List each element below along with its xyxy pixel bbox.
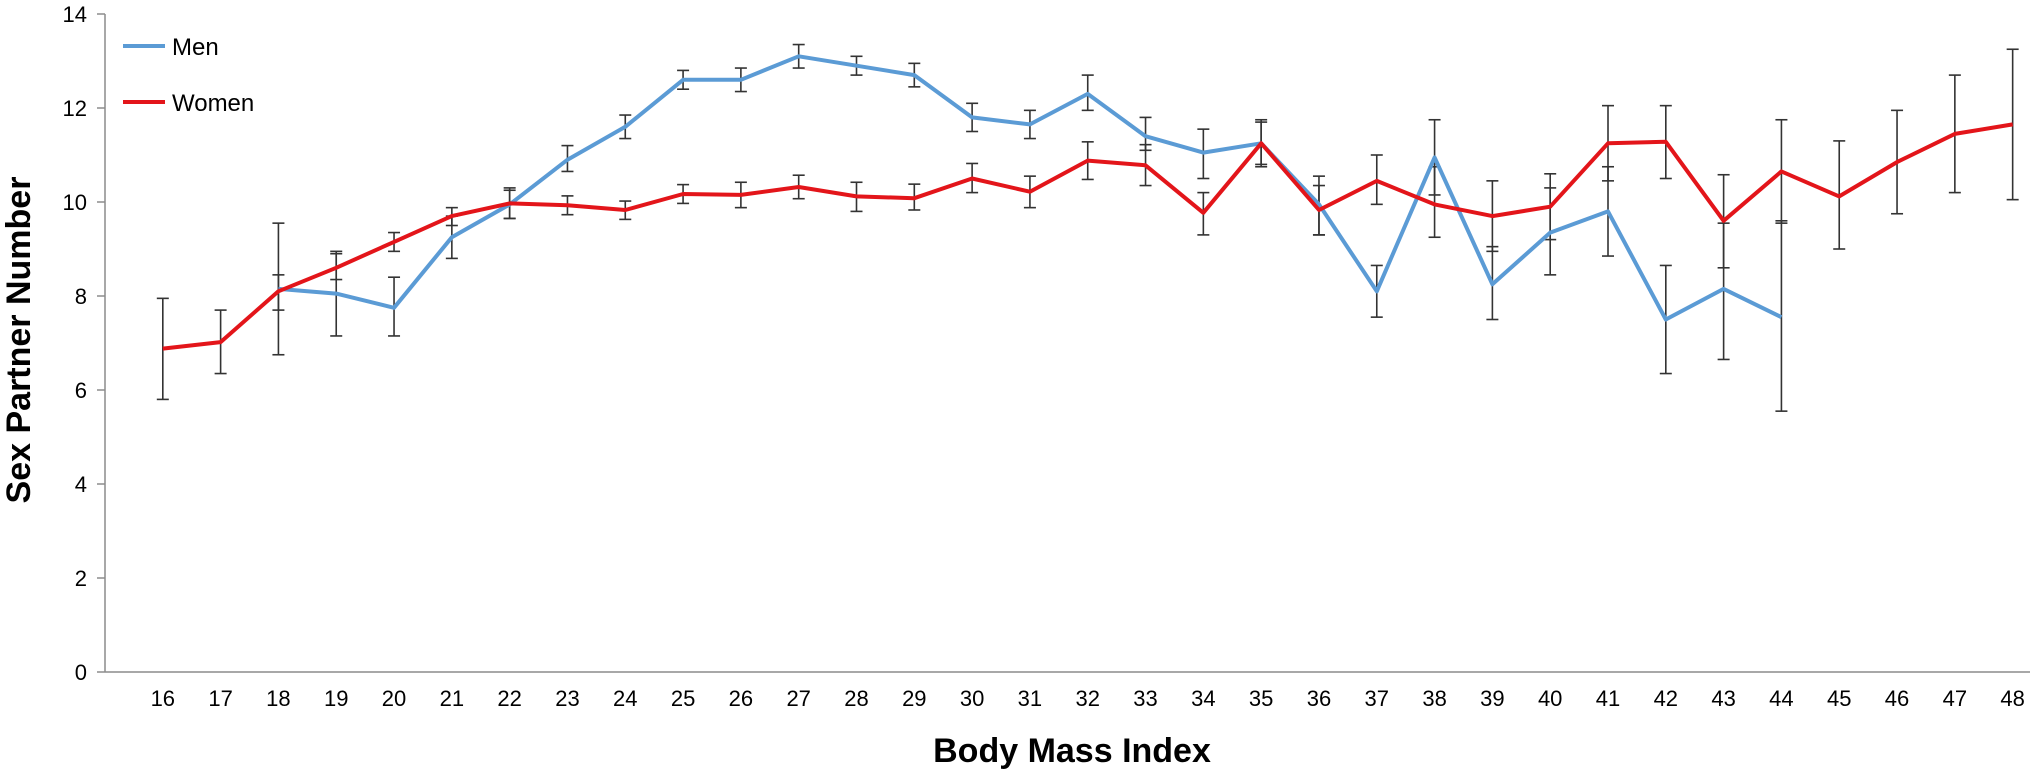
- x-tick-label: 27: [786, 686, 810, 711]
- legend-label-men: Men: [172, 34, 219, 61]
- x-tick-label: 30: [960, 686, 984, 711]
- x-tick-label: 43: [1711, 686, 1735, 711]
- x-tick-label: 24: [613, 686, 637, 711]
- x-tick-label: 46: [1885, 686, 1909, 711]
- y-axis-title: Sex Partner Number: [0, 177, 38, 504]
- x-tick-label: 21: [440, 686, 464, 711]
- x-tick-label: 33: [1133, 686, 1157, 711]
- x-tick-label: 18: [266, 686, 290, 711]
- y-tick-label: 12: [63, 96, 87, 121]
- y-tick-label: 14: [63, 2, 87, 27]
- y-tick-label: 0: [75, 660, 87, 685]
- legend: Men Women: [123, 34, 254, 117]
- x-tick-label: 44: [1769, 686, 1793, 711]
- x-tick-label: 38: [1422, 686, 1446, 711]
- x-tick-label: 22: [497, 686, 521, 711]
- x-tick-label: 20: [382, 686, 406, 711]
- x-axis-ticks: 16 17 18 19 20 21 22 23 24 25 26 27 28 29 30 31 32 33 34 35…: [151, 686, 2025, 711]
- x-tick-label: 45: [1827, 686, 1851, 711]
- x-tick-label: 37: [1365, 686, 1389, 711]
- x-tick-label: 23: [555, 686, 579, 711]
- y-tick-label: 10: [63, 190, 87, 215]
- x-tick-label: 28: [844, 686, 868, 711]
- y-tick-label: 2: [75, 566, 87, 591]
- x-tick-label: 26: [729, 686, 753, 711]
- y-tick-label: 4: [75, 472, 87, 497]
- series-line-men: [278, 54, 1783, 322]
- x-tick-label: 35: [1249, 686, 1273, 711]
- x-tick-label: 36: [1307, 686, 1331, 711]
- x-tick-label: 29: [902, 686, 926, 711]
- series-line-women: [162, 122, 2014, 351]
- y-axis-ticks: 0 2 4 6 8 10 12 14: [63, 2, 105, 685]
- x-tick-label: 32: [1075, 686, 1099, 711]
- y-tick-label: 8: [75, 284, 87, 309]
- x-tick-label: 25: [671, 686, 695, 711]
- x-tick-label: 16: [151, 686, 175, 711]
- x-axis-title: Body Mass Index: [933, 732, 1211, 770]
- x-tick-label: 41: [1596, 686, 1620, 711]
- x-tick-label: 19: [324, 686, 348, 711]
- y-tick-label: 6: [75, 378, 87, 403]
- x-tick-label: 42: [1654, 686, 1678, 711]
- x-tick-label: 34: [1191, 686, 1215, 711]
- series-lines: [162, 54, 2014, 351]
- legend-label-women: Women: [172, 90, 254, 117]
- axes: [104, 14, 2030, 673]
- x-tick-label: 17: [208, 686, 232, 711]
- error-bars: [156, 43, 2019, 412]
- x-tick-label: 47: [1943, 686, 1967, 711]
- error-bar-women: [156, 297, 169, 401]
- x-tick-label: 40: [1538, 686, 1562, 711]
- x-tick-label: 31: [1018, 686, 1042, 711]
- error-bar-women: [330, 250, 343, 281]
- x-tick-label: 48: [2000, 686, 2024, 711]
- x-tick-label: 39: [1480, 686, 1504, 711]
